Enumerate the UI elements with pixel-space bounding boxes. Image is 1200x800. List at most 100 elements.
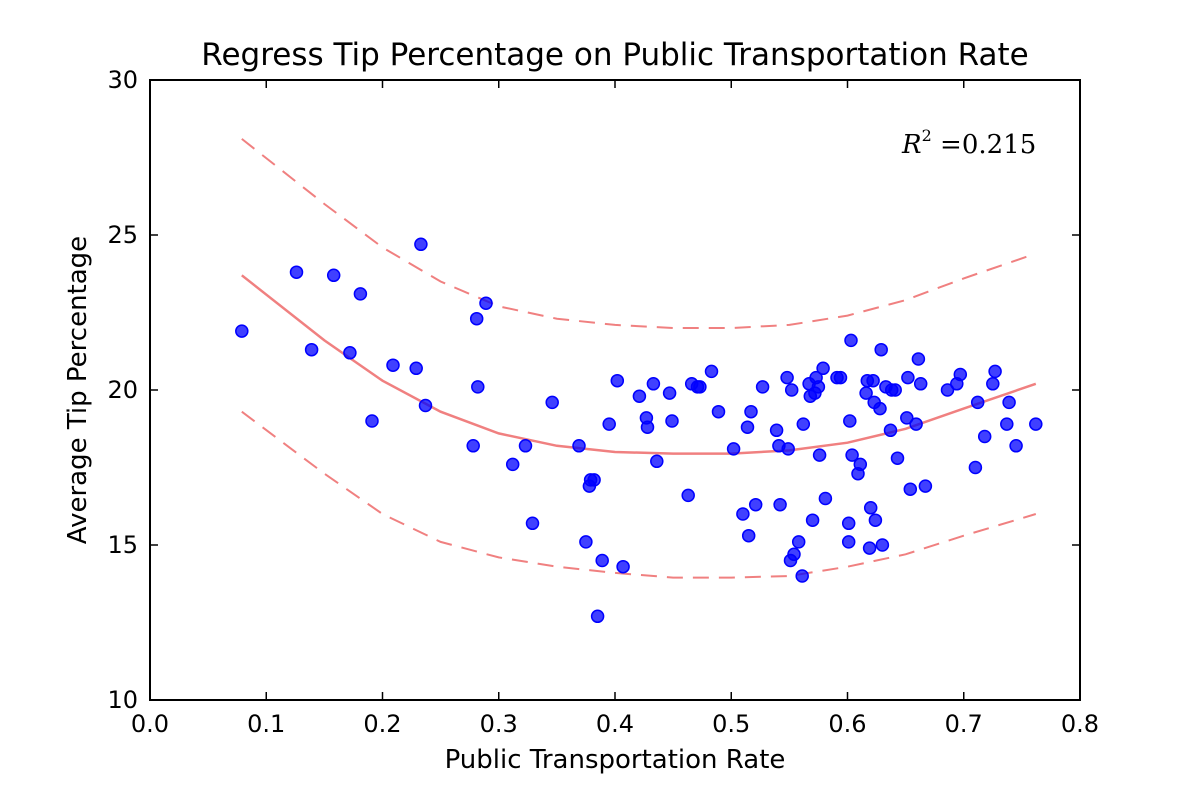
lower-confidence-line xyxy=(241,410,1037,579)
scatter-point xyxy=(353,287,368,301)
scatter-point xyxy=(890,451,905,465)
scatter-point xyxy=(773,497,787,512)
scatter-point xyxy=(970,395,985,410)
scatter-point xyxy=(903,482,918,496)
scatter-point xyxy=(1002,395,1016,410)
scatter-point xyxy=(787,547,801,562)
scatter-point xyxy=(741,528,756,543)
scatter-point xyxy=(304,342,319,357)
y-axis-label: Average Tip Percentage xyxy=(63,236,93,544)
scatter-point xyxy=(590,609,605,624)
scatter-point xyxy=(665,414,679,428)
scatter-point xyxy=(726,442,741,456)
scatter-point xyxy=(466,439,480,453)
scatter-point xyxy=(518,439,533,453)
scatter-point xyxy=(883,423,898,438)
scatter-point xyxy=(418,398,433,413)
scatter-point xyxy=(1009,439,1023,453)
scatter-point xyxy=(646,377,661,391)
scatter-point xyxy=(479,296,493,310)
x-tick-label: 0.3 xyxy=(480,710,518,738)
x-tick-label: 0.0 xyxy=(131,710,169,738)
scatter-point xyxy=(632,389,647,403)
scatter-point xyxy=(796,417,811,431)
x-axis-label: Public Transportation Rate xyxy=(445,745,786,775)
scatter-point xyxy=(841,516,856,531)
scatter-point xyxy=(888,383,902,397)
scatter-point xyxy=(469,311,484,326)
scatter-point xyxy=(811,380,826,394)
scatter-point xyxy=(640,420,655,434)
scatter-point xyxy=(386,358,400,372)
r-squared-annotation: R2 =0.215 xyxy=(901,126,1036,160)
y-tick-label: 25 xyxy=(107,221,138,249)
scatter-point xyxy=(1029,417,1043,431)
scatter-point xyxy=(784,383,799,397)
scatter-points-layer xyxy=(235,237,1043,624)
scatter-point xyxy=(845,448,859,462)
scatter-point xyxy=(953,367,968,382)
scatter-point xyxy=(711,404,726,419)
scatter-point xyxy=(780,370,794,385)
scatter-point xyxy=(744,404,758,419)
scatter-point xyxy=(781,442,795,456)
scatter-point xyxy=(843,414,857,428)
r-squared-value: =0.215 xyxy=(932,130,1036,160)
scatter-point xyxy=(650,454,664,469)
x-tick-label: 0.2 xyxy=(363,710,401,738)
y-tick-label: 20 xyxy=(107,376,138,404)
scatter-point xyxy=(874,342,888,357)
scatter-point xyxy=(853,457,868,472)
y-tick-label: 15 xyxy=(107,531,138,559)
y-tick-label: 30 xyxy=(107,66,138,94)
scatter-point xyxy=(662,386,677,400)
scatter-point xyxy=(795,569,809,583)
scatter-point xyxy=(572,439,586,453)
scatter-point xyxy=(289,265,304,279)
scatter-point xyxy=(900,411,914,425)
scatter-point xyxy=(748,497,763,512)
x-tick-label: 0.5 xyxy=(712,710,750,738)
scatter-point xyxy=(862,541,877,555)
scatter-point xyxy=(791,535,806,549)
scatter-point xyxy=(866,373,880,388)
scatter-point xyxy=(471,380,485,394)
plot-area xyxy=(150,80,1080,700)
scatter-point xyxy=(681,488,695,503)
x-tick-label: 0.6 xyxy=(828,710,866,738)
scatter-point xyxy=(326,268,341,283)
scatter-point xyxy=(755,380,770,394)
x-tick-label: 0.4 xyxy=(596,710,634,738)
scatter-point xyxy=(693,380,707,394)
scatter-point xyxy=(940,383,955,397)
scatter-point xyxy=(740,420,755,434)
scatter-point xyxy=(616,559,630,574)
scatter-point xyxy=(918,479,933,493)
scatter-point xyxy=(988,364,1002,379)
scatter-point xyxy=(968,460,983,475)
scatter-point xyxy=(769,423,784,438)
x-tick-label: 0.7 xyxy=(945,710,983,738)
scatter-point xyxy=(805,513,820,527)
scatter-point xyxy=(844,333,858,348)
scatter-point xyxy=(863,501,878,515)
scatter-point xyxy=(911,352,926,366)
scatter-point xyxy=(602,417,616,431)
y-tick-label: 10 xyxy=(107,686,138,714)
scatter-point xyxy=(812,448,827,462)
scatter-point xyxy=(343,346,357,360)
scatter-point xyxy=(986,377,1000,391)
scatter-point xyxy=(505,457,520,472)
scatter-point xyxy=(816,361,830,376)
scatter-point xyxy=(610,373,625,388)
scatter-point xyxy=(913,377,928,391)
scatter-point xyxy=(587,473,601,487)
scatter-point xyxy=(875,538,890,552)
scatter-point xyxy=(818,491,833,506)
r-squared-prefix: R xyxy=(901,130,922,160)
scatter-point xyxy=(704,364,719,379)
scatter-point xyxy=(833,370,848,385)
upper-confidence-line xyxy=(241,138,1037,329)
scatter-point xyxy=(525,516,540,531)
